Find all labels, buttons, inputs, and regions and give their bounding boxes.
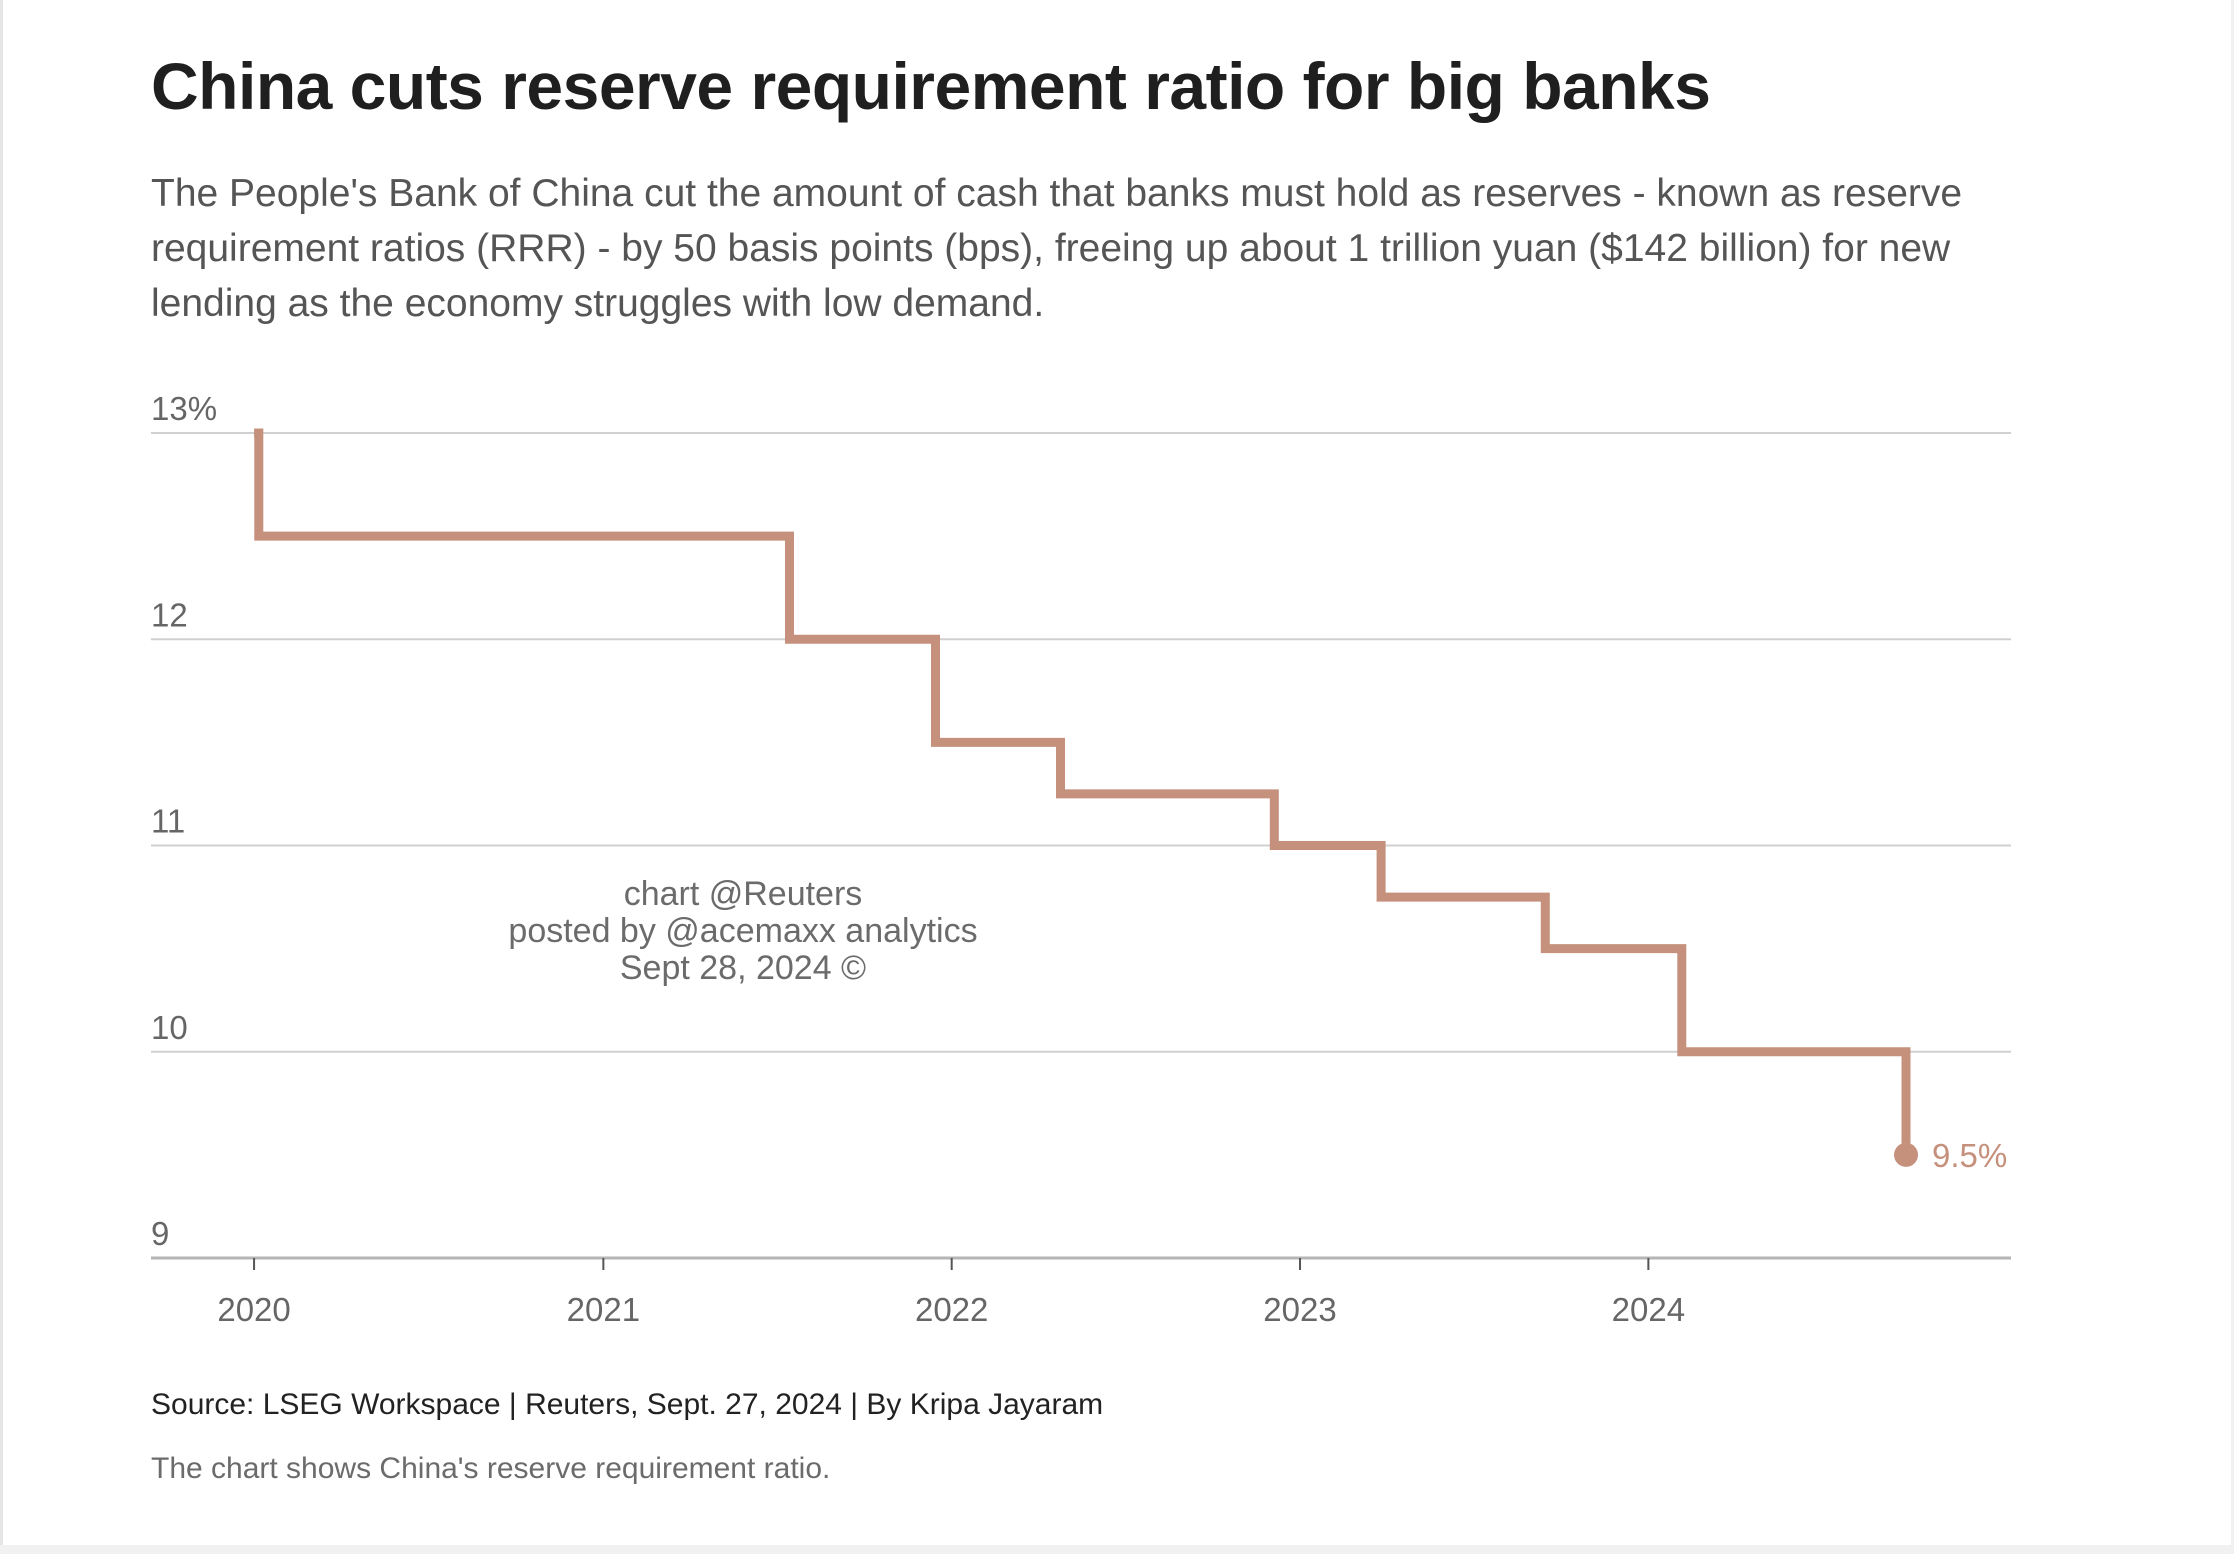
x-tick-label: 2021 [567,1291,640,1328]
chart-title: China cuts reserve requirement ratio for… [151,49,1711,123]
watermark: chart @Reuters posted by @acemaxx analyt… [443,876,1043,987]
end-value-label: 9.5% [1932,1137,2007,1174]
x-axis: 2020 2021 2022 2023 2024 [217,1258,1685,1328]
source-credit: Source: LSEG Workspace | Reuters, Sept. … [151,1388,1104,1421]
x-tick-label: 2020 [217,1291,290,1328]
grid-lines [151,432,2011,1260]
y-tick-label: 9 [151,1215,169,1252]
chart-note: The chart shows China's reserve requirem… [151,1452,831,1485]
watermark-line-3: Sept 28, 2024 © [619,949,867,987]
series-layer: 9.5% [254,428,2007,1174]
x-tick-label: 2022 [915,1291,988,1328]
x-tick-label: 2024 [1612,1291,1685,1328]
y-tick-label: 13% [151,390,217,427]
y-tick-label: 10 [151,1009,188,1046]
y-tick-label: 11 [151,803,185,840]
end-point-marker [1894,1142,1919,1167]
watermark-line-1: chart @Reuters [623,875,863,913]
step-line-chart: 13% 12 11 10 9 2020 2021 2022 2023 2024 9.5% [151,390,2011,1328]
rrr-step-line [254,428,1911,1155]
x-tick-label: 2023 [1263,1291,1336,1328]
y-axis-ticks: 13% 12 11 10 9 [151,390,217,1252]
chart-subtitle: The People's Bank of China cut the amoun… [151,172,1963,325]
watermark-line-2: posted by @acemaxx analytics [508,912,978,950]
y-tick-label: 12 [151,596,188,633]
